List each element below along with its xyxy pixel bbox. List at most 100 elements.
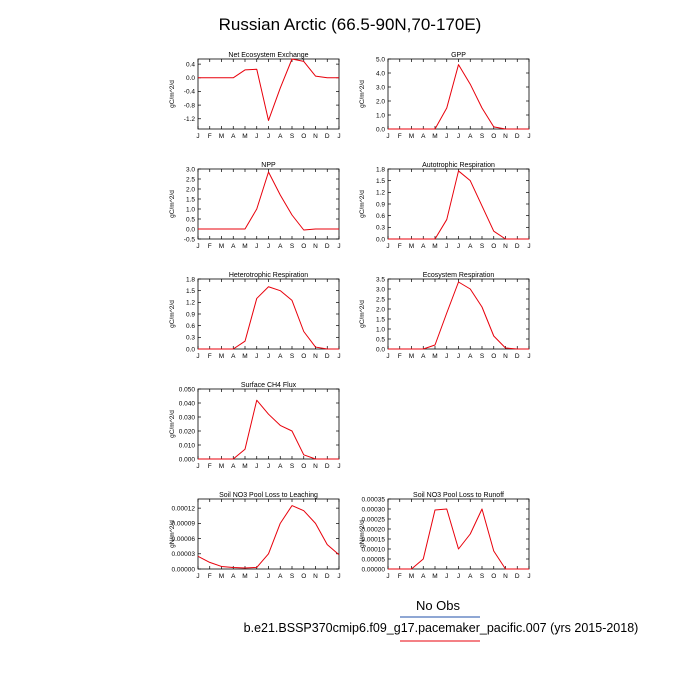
x-tick-label: A: [278, 243, 283, 250]
x-tick-label: S: [480, 573, 485, 580]
x-tick-label: M: [409, 353, 414, 360]
y-tick-label: 0.00010: [362, 546, 386, 553]
x-tick-label: J: [527, 133, 530, 140]
plot-frame: [387, 278, 530, 350]
x-tick-label: A: [278, 133, 283, 140]
x-tick-label: A: [421, 243, 426, 250]
x-tick-label: F: [208, 353, 212, 360]
y-axis-label: gC/m^2/d: [169, 190, 176, 218]
panel-title: Autotrophic Respiration: [422, 162, 495, 169]
x-tick-label: M: [432, 353, 437, 360]
x-tick-label: M: [409, 133, 414, 140]
x-tick-label: D: [325, 573, 330, 580]
y-tick-label: 0.00030: [362, 506, 386, 513]
x-tick-label: J: [267, 463, 270, 470]
x-tick-label: J: [196, 353, 199, 360]
y-axis-label: gC/m^2/d: [169, 410, 176, 438]
panel-title: Surface CH4 Flux: [241, 382, 297, 389]
y-tick-label: -0.5: [184, 236, 196, 243]
x-tick-label: J: [445, 133, 448, 140]
panel-grid: Net Ecosystem Exchange gC/m^2/d 0.4 0.0 -0.4…: [169, 52, 531, 580]
x-tick-label: J: [527, 353, 530, 360]
x-tick-label: M: [219, 133, 224, 140]
x-tick-label: A: [468, 573, 473, 580]
x-tick-label: M: [242, 353, 247, 360]
y-tick-label: 1.5: [186, 288, 195, 295]
x-tick-label: F: [398, 353, 402, 360]
x-tick-label: A: [278, 463, 283, 470]
y-tick-label: 2.0: [186, 186, 195, 193]
x-tick-label: J: [337, 243, 340, 250]
series-line: [388, 170, 529, 240]
x-tick-label: F: [208, 243, 212, 250]
x-tick-label: J: [527, 243, 530, 250]
y-tick-label: 0.6: [376, 213, 385, 220]
x-tick-label: A: [278, 573, 283, 580]
x-tick-label: J: [527, 573, 530, 580]
plot-frame: [197, 278, 340, 350]
x-tick-label: J: [255, 243, 258, 250]
plot-frame: [197, 498, 340, 570]
x-tick-label: A: [278, 353, 283, 360]
x-tick-label: M: [432, 133, 437, 140]
y-tick-label: 0.3: [376, 225, 385, 232]
y-tick-label: 0.0: [376, 346, 385, 353]
x-tick-label: J: [386, 573, 389, 580]
y-axis-label: gC/m^2/d: [359, 300, 366, 328]
x-tick-label: J: [386, 353, 389, 360]
y-tick-label: 0.00015: [362, 536, 386, 543]
x-tick-label: S: [290, 573, 295, 580]
x-tick-label: M: [219, 353, 224, 360]
y-tick-label: 1.8: [376, 166, 385, 173]
x-tick-label: N: [313, 463, 318, 470]
y-tick-label: 0.0: [186, 75, 195, 82]
y-tick-label: 0.00009: [172, 521, 196, 528]
x-tick-label: J: [386, 243, 389, 250]
figure-caption: b.e21.BSSP370cmip6.f09_g17.pacemaker_pac…: [244, 621, 639, 635]
x-tick-label: S: [290, 353, 295, 360]
y-tick-label: 4.0: [376, 70, 385, 77]
y-tick-label: 2.5: [376, 296, 385, 303]
x-tick-label: J: [267, 353, 270, 360]
x-tick-label: A: [231, 133, 236, 140]
panel-title: Ecosystem Respiration: [423, 272, 495, 279]
y-tick-label: 0.6: [186, 323, 195, 330]
x-tick-label: J: [337, 463, 340, 470]
x-tick-label: A: [231, 463, 236, 470]
y-tick-label: 0.000: [179, 456, 196, 463]
x-tick-label: M: [219, 243, 224, 250]
x-tick-label: J: [255, 463, 258, 470]
x-tick-label: O: [491, 243, 496, 250]
x-tick-label: S: [290, 133, 295, 140]
plot-frame: [197, 388, 340, 460]
panel-6: Ecosystem Respiration gC/m^2/d 3.5 3.0 2.5 2.…: [359, 272, 531, 360]
x-tick-label: J: [196, 463, 199, 470]
x-tick-label: J: [337, 573, 340, 580]
y-tick-label: 3.5: [376, 276, 385, 283]
series-line: [198, 171, 339, 231]
x-tick-label: J: [445, 353, 448, 360]
x-tick-label: J: [196, 133, 199, 140]
y-tick-label: 3.0: [376, 84, 385, 91]
y-tick-label: 0.0: [376, 236, 385, 243]
y-tick-label: 1.0: [186, 206, 195, 213]
y-tick-label: 0.0: [186, 346, 195, 353]
y-tick-label: 1.5: [376, 178, 385, 185]
x-tick-label: A: [468, 243, 473, 250]
panel-8: Soil NO3 Pool Loss to LeachinggN/m^2/d0.…: [169, 492, 341, 580]
y-tick-label: 2.0: [376, 98, 385, 105]
x-tick-label: A: [231, 573, 236, 580]
y-axis-label: gN/m^2/d: [359, 520, 366, 548]
panel-title: Heterotrophic Respiration: [229, 272, 308, 279]
y-tick-label: 1.0: [376, 326, 385, 333]
y-tick-label: 0.4: [186, 61, 195, 68]
x-tick-label: F: [398, 573, 402, 580]
x-tick-label: J: [337, 133, 340, 140]
x-tick-label: D: [515, 353, 520, 360]
y-axis-label: gC/m^2/d: [169, 80, 176, 108]
y-tick-label: 0.030: [179, 414, 196, 421]
x-tick-label: J: [457, 573, 460, 580]
